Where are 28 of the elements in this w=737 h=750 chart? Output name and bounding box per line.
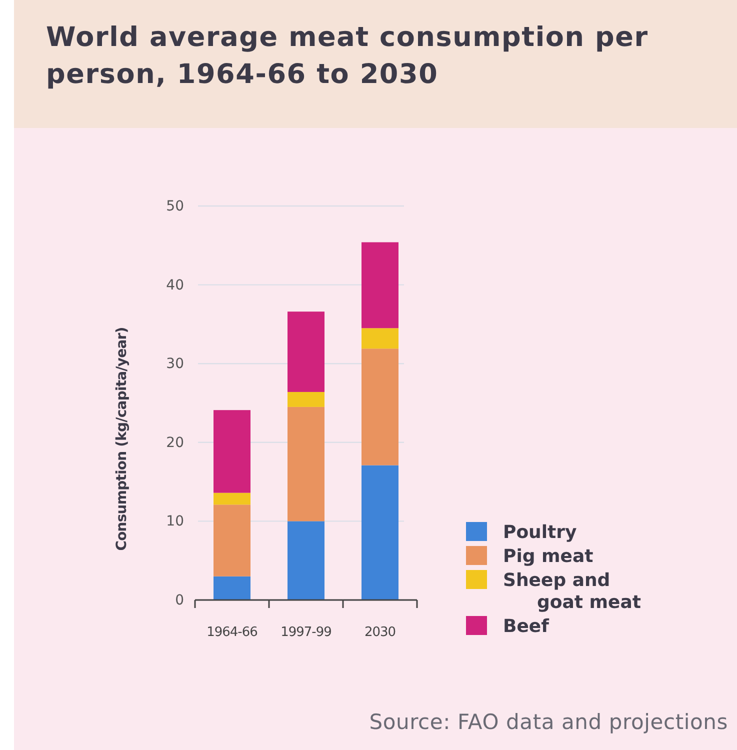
- bar: [288, 521, 324, 600]
- source-note: Source: FAO data and projections: [369, 710, 728, 734]
- chart-title: World average meat consumption per person, 1964-66 to 2030: [46, 22, 648, 90]
- y-tick-label: 50: [166, 198, 184, 214]
- legend-label: Sheep and goat meat: [503, 570, 642, 613]
- x-tick-label: 2030: [364, 625, 396, 640]
- x-tick-label: 1997-99: [280, 625, 332, 640]
- bar: [214, 576, 250, 600]
- bar: [288, 392, 324, 407]
- y-tick-label: 10: [166, 514, 184, 530]
- bar: [362, 348, 398, 466]
- y-tick-label: 20: [166, 434, 184, 451]
- y-axis-title: Consumption (kg/capita/year): [114, 327, 130, 551]
- x-tick-label: 1964-66: [206, 625, 258, 640]
- bar: [214, 410, 250, 493]
- y-tick-label: 30: [166, 356, 184, 372]
- bar: [214, 504, 250, 576]
- legend-label: Beef: [503, 616, 550, 637]
- bar: [362, 328, 398, 349]
- legend-label: Pig meat: [503, 546, 594, 567]
- y-tick-label: 40: [166, 277, 184, 294]
- legend-label: Poultry: [503, 522, 578, 543]
- bar: [288, 312, 324, 392]
- y-tick-label: 0: [175, 592, 184, 608]
- bar: [288, 406, 324, 522]
- bar: [214, 492, 250, 505]
- bar: [362, 242, 398, 328]
- bar: [362, 465, 398, 600]
